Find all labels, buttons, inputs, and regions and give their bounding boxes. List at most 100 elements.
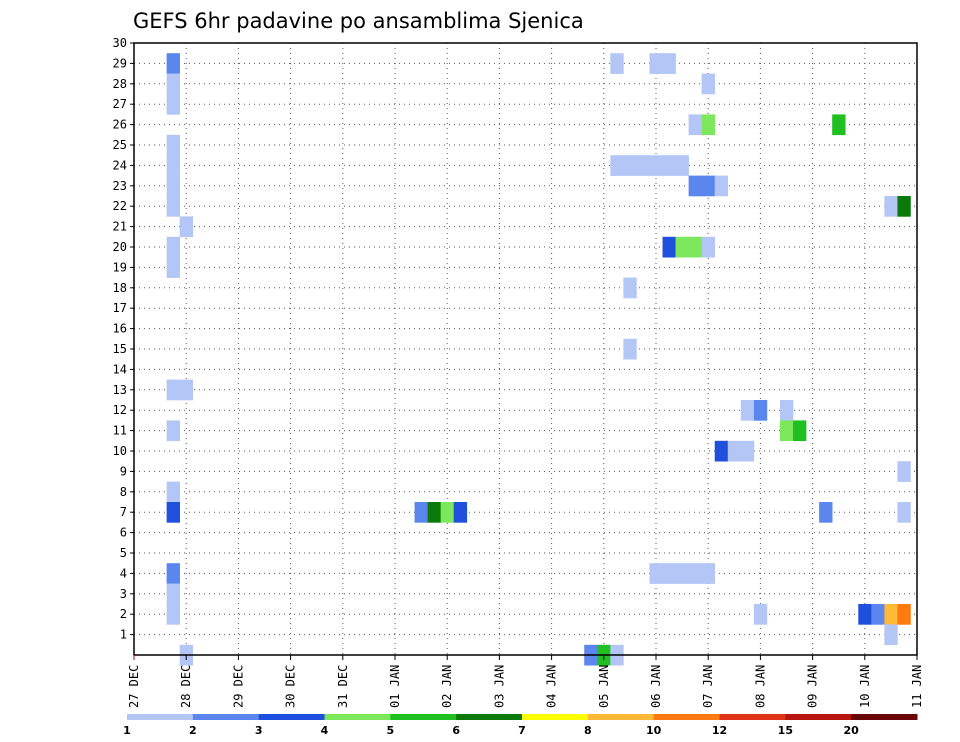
precip-cell <box>701 175 716 197</box>
precip-cell <box>701 114 716 136</box>
x-tick-label: 30 DEC <box>284 665 298 708</box>
precip-cell <box>166 257 180 278</box>
precip-cell <box>166 196 180 217</box>
precip-cell <box>675 155 689 176</box>
y-tick-label: 7 <box>120 505 127 519</box>
precip-cell <box>897 461 911 482</box>
colorbar-label: 1 <box>123 724 131 737</box>
y-axis: 1234567891011121314151617181920212223242… <box>113 36 134 642</box>
y-tick-label: 24 <box>113 158 127 172</box>
colorbar-segment <box>522 714 589 720</box>
precip-cell <box>701 236 716 258</box>
y-tick-label: 20 <box>113 240 127 254</box>
y-tick-label: 29 <box>113 56 127 70</box>
y-tick-label: 9 <box>120 464 127 478</box>
colorbar-segment <box>192 714 260 720</box>
y-tick-label: 30 <box>113 36 127 50</box>
y-tick-label: 21 <box>113 220 127 234</box>
x-tick-label: 09 JAN <box>806 665 820 708</box>
precip-cell <box>623 277 637 299</box>
precip-cell <box>740 440 755 462</box>
precip-cell <box>427 502 441 523</box>
colorbar-segment <box>587 714 655 720</box>
precip-cell <box>688 175 702 197</box>
precip-cell <box>166 481 180 503</box>
colorbar-segment <box>258 714 325 720</box>
precip-cell <box>649 155 663 176</box>
y-tick-label: 4 <box>120 566 127 580</box>
x-tick-label: 07 JAN <box>701 665 715 708</box>
y-tick-label: 16 <box>113 322 127 336</box>
precip-cell <box>701 563 716 584</box>
colorbar-label: 10 <box>646 724 662 737</box>
x-tick-label: 03 JAN <box>492 665 506 708</box>
y-tick-label: 17 <box>113 301 127 315</box>
x-tick-label: 08 JAN <box>753 665 767 708</box>
precip-cell <box>166 236 180 258</box>
colorbar-segment <box>456 714 523 720</box>
precip-cell <box>779 420 794 442</box>
precip-cell <box>166 563 180 584</box>
y-tick-label: 8 <box>120 485 127 499</box>
y-tick-label: 14 <box>113 362 127 376</box>
x-tick-label: 27 DEC <box>127 665 141 708</box>
precip-cell <box>884 196 898 217</box>
precip-cell <box>179 379 194 401</box>
y-tick-label: 5 <box>120 546 127 560</box>
precip-cell <box>649 53 663 74</box>
precip-cell <box>166 53 180 74</box>
precip-cell <box>753 604 768 625</box>
y-tick-label: 12 <box>113 403 127 417</box>
y-tick-label: 11 <box>113 424 127 438</box>
precip-cell <box>662 236 676 258</box>
colorbar-segment <box>851 714 918 720</box>
precip-cell <box>453 502 468 523</box>
x-tick-label: 10 JAN <box>858 665 872 708</box>
precip-cell <box>897 604 911 625</box>
precip-cell <box>897 196 911 217</box>
precip-cell <box>740 400 755 421</box>
colorbar-label: 4 <box>321 724 329 737</box>
precip-cell <box>688 114 702 136</box>
y-tick-label: 10 <box>113 444 127 458</box>
colorbar-segment <box>390 714 457 720</box>
colorbar-label: 5 <box>387 724 395 737</box>
precip-cell <box>727 440 742 462</box>
precip-cell <box>858 604 872 625</box>
precip-cell <box>166 134 180 156</box>
precip-cell <box>662 563 676 584</box>
precip-cell <box>701 73 716 95</box>
precip-cell <box>636 155 650 176</box>
grid <box>134 42 917 655</box>
x-tick-label: 29 DEC <box>231 665 245 708</box>
y-tick-label: 26 <box>113 118 127 132</box>
y-tick-label: 2 <box>120 607 127 621</box>
precip-cell <box>166 155 180 176</box>
precip-cell <box>179 216 194 238</box>
precip-cell <box>832 114 846 136</box>
precip-cell <box>166 420 180 442</box>
data-cells <box>166 53 911 666</box>
precip-cell <box>623 338 637 360</box>
y-tick-label: 3 <box>120 587 127 601</box>
precip-cell <box>440 502 455 523</box>
x-tick-label: 04 JAN <box>545 665 559 708</box>
colorbar-label: 3 <box>255 724 263 737</box>
y-tick-label: 27 <box>113 97 127 111</box>
colorbar-label: 8 <box>584 724 592 737</box>
precip-cell <box>166 604 180 625</box>
precip-cell <box>662 155 676 176</box>
precip-cell <box>793 420 807 442</box>
precip-cell <box>688 236 702 258</box>
precip-cell <box>166 73 180 95</box>
y-tick-label: 22 <box>113 199 127 213</box>
y-tick-label: 13 <box>113 383 127 397</box>
precip-cell <box>688 563 702 584</box>
precip-cell <box>714 440 729 462</box>
x-tick-label: 06 JAN <box>649 665 663 708</box>
x-axis: 27 DEC 28 DEC 29 DEC 30 DEC 31 DEC 01 JAN 02 J… <box>127 655 924 708</box>
precip-cell <box>166 583 180 605</box>
precip-cell <box>166 502 180 523</box>
precip-cell <box>610 53 624 74</box>
